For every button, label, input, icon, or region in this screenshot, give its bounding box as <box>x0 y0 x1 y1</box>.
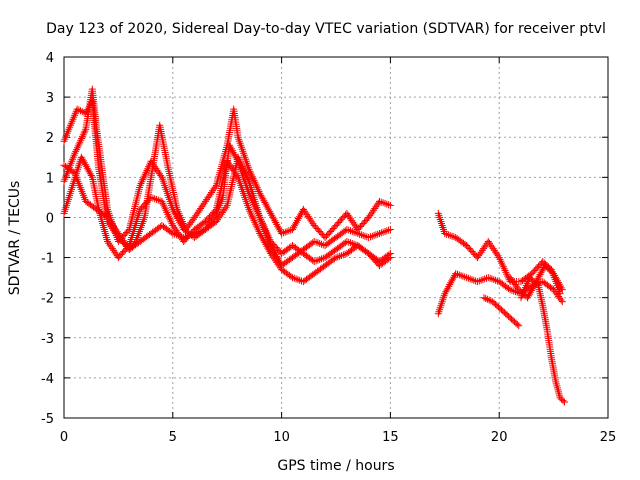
y-tick-label: -3 <box>41 332 54 347</box>
x-tick-label: 5 <box>169 430 177 445</box>
data-series-track-9 <box>506 262 566 302</box>
x-tick-label: 15 <box>382 430 399 445</box>
chart-title: Day 123 of 2020, Sidereal Day-to-day VTE… <box>46 21 606 37</box>
y-tick-label: -5 <box>41 412 54 427</box>
y-tick-label: 2 <box>46 131 54 146</box>
x-tick-label: 0 <box>60 430 68 445</box>
data-series-track-4 <box>60 153 394 266</box>
x-tick-label: 25 <box>600 430 617 445</box>
x-axis-label: GPS time / hours <box>277 458 394 474</box>
y-tick-label: 4 <box>46 51 54 66</box>
plot-frame <box>63 56 609 419</box>
y-tick-label: 3 <box>46 91 54 106</box>
x-tick-label: 20 <box>491 430 508 445</box>
y-axis-label: SDTVAR / TECUs <box>7 181 23 296</box>
x-tick-label: 10 <box>273 430 290 445</box>
y-tick-label: 0 <box>46 211 54 226</box>
ticks: 0 5 10 15 20 25 -5 -4 -3 -2 -1 0 1 2 3 4 <box>41 51 616 445</box>
data-series-track-8 <box>517 274 568 406</box>
data-series-track-7 <box>480 294 523 330</box>
y-tick-label: -1 <box>41 252 54 267</box>
y-tick-label: -2 <box>41 292 54 307</box>
y-tick-label: 1 <box>46 171 54 186</box>
data-marks <box>60 85 568 406</box>
y-tick-label: -4 <box>41 372 54 387</box>
